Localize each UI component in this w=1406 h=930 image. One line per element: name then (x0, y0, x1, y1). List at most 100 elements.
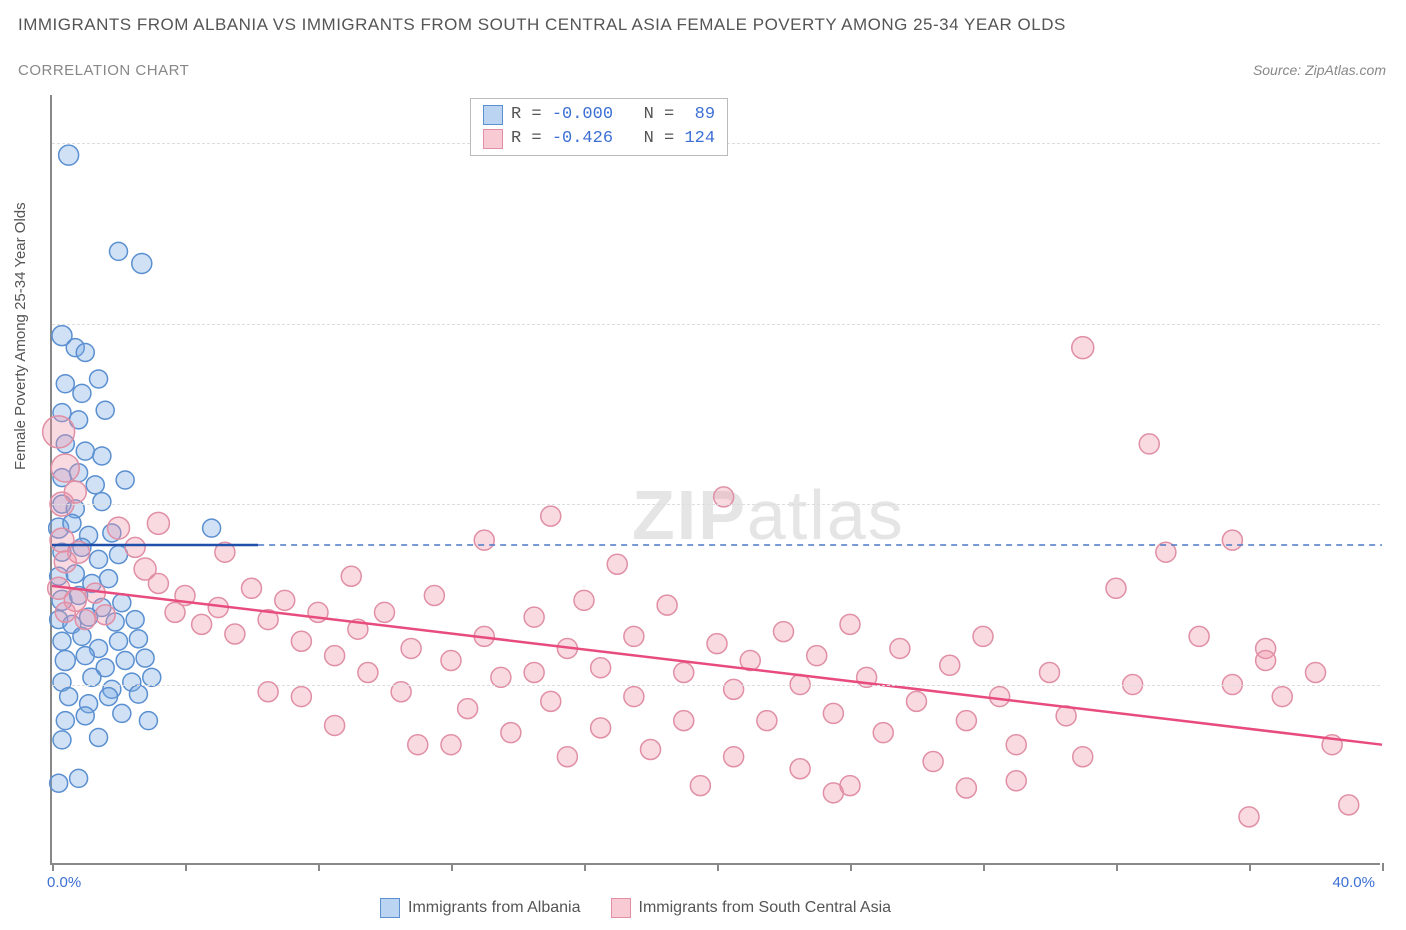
trend-line (52, 586, 1382, 745)
data-point (524, 607, 544, 627)
data-point (73, 384, 91, 402)
data-point (524, 663, 544, 683)
data-point (54, 551, 76, 573)
data-point (76, 647, 94, 665)
data-point (1272, 687, 1292, 707)
legend-series-label: Immigrants from South Central Asia (639, 899, 892, 917)
data-point (707, 634, 727, 654)
data-point (73, 627, 91, 645)
data-point (1040, 663, 1060, 683)
data-point (956, 778, 976, 798)
legend-stat-row: R = -0.000 N = 89 (483, 103, 715, 127)
x-tick (52, 863, 54, 871)
data-point (341, 566, 361, 586)
x-tick (717, 863, 719, 871)
data-point (541, 506, 561, 526)
data-point (126, 611, 144, 629)
data-point (325, 646, 345, 666)
x-tick (850, 863, 852, 871)
x-tick (451, 863, 453, 871)
data-point (724, 679, 744, 699)
data-point (59, 145, 79, 165)
data-point (1006, 735, 1026, 755)
data-point (53, 731, 71, 749)
data-point (55, 602, 75, 622)
data-point (291, 687, 311, 707)
data-point (1006, 771, 1026, 791)
data-point (807, 646, 827, 666)
data-point (890, 638, 910, 658)
data-point (757, 711, 777, 731)
data-point (1189, 626, 1209, 646)
data-point (607, 554, 627, 574)
data-point (132, 253, 152, 273)
data-point (1222, 530, 1242, 550)
data-point (50, 774, 68, 792)
data-point (424, 586, 444, 606)
scatter-plot-svg (52, 95, 1380, 863)
gridline (52, 324, 1380, 325)
data-point (116, 471, 134, 489)
data-point (275, 590, 295, 610)
source-label: Source: ZipAtlas.com (1253, 62, 1386, 78)
data-point (90, 728, 108, 746)
data-point (225, 624, 245, 644)
data-point (147, 512, 169, 534)
x-tick (1249, 863, 1251, 871)
data-point (1106, 578, 1126, 598)
data-point (110, 632, 128, 650)
data-point (75, 610, 95, 630)
x-tick (1116, 863, 1118, 871)
legend-swatch (483, 105, 503, 125)
data-point (375, 602, 395, 622)
data-point (1306, 663, 1326, 683)
legend-series: Immigrants from Albania Immigrants from S… (380, 898, 891, 918)
data-point (60, 688, 78, 706)
legend-stat-text: R = -0.000 N = 89 (511, 103, 715, 127)
data-point (110, 242, 128, 260)
data-point (76, 343, 94, 361)
x-tick-label: 0.0% (47, 874, 81, 891)
data-point (401, 638, 421, 658)
legend-swatch (483, 129, 503, 149)
data-point (591, 658, 611, 678)
data-point (95, 605, 115, 625)
data-point (90, 370, 108, 388)
chart-subtitle: CORRELATION CHART (18, 62, 189, 79)
legend-series-item: Immigrants from Albania (380, 898, 581, 918)
data-point (242, 578, 262, 598)
legend-stat-row: R = -0.426 N = 124 (483, 127, 715, 151)
legend-swatch (611, 898, 631, 918)
data-point (790, 759, 810, 779)
data-point (1239, 807, 1259, 827)
data-point (591, 718, 611, 738)
data-point (956, 711, 976, 731)
data-point (774, 622, 794, 642)
data-point (129, 685, 147, 703)
data-point (139, 712, 157, 730)
data-point (441, 650, 461, 670)
data-point (136, 649, 154, 667)
data-point (56, 375, 74, 393)
data-point (1139, 434, 1159, 454)
data-point (76, 707, 94, 725)
data-point (86, 476, 104, 494)
data-point (108, 517, 130, 539)
data-point (657, 595, 677, 615)
data-point (43, 416, 75, 448)
data-point (940, 655, 960, 675)
data-point (90, 550, 108, 568)
data-point (55, 650, 75, 670)
legend-swatch (380, 898, 400, 918)
data-point (624, 626, 644, 646)
legend-stats-box: R = -0.000 N = 89R = -0.426 N = 124 (470, 98, 728, 156)
gridline (52, 685, 1380, 686)
data-point (113, 704, 131, 722)
x-tick (1382, 863, 1384, 871)
data-point (56, 712, 74, 730)
data-point (1339, 795, 1359, 815)
data-point (100, 688, 118, 706)
legend-series-label: Immigrants from Albania (408, 899, 581, 917)
data-point (641, 740, 661, 760)
data-point (93, 447, 111, 465)
